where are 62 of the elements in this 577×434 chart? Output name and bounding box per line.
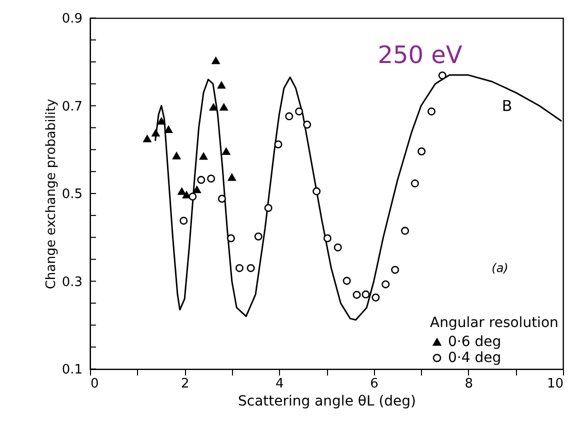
point (152, 129, 160, 137)
point (182, 191, 190, 198)
point (192, 186, 201, 194)
y-tick-label: 0.3 (62, 274, 82, 290)
legend-label: 0·6 deg (448, 334, 502, 350)
point (157, 118, 166, 125)
point (217, 82, 226, 89)
legend-title: Angular resolution (430, 315, 558, 331)
point (178, 188, 186, 195)
point (362, 290, 370, 298)
x-tick-label: 4 (276, 376, 284, 392)
annotation: (a) (492, 261, 508, 275)
point (220, 104, 228, 111)
y-axis-title: Change exchange probability (44, 98, 59, 290)
point (410, 179, 419, 188)
y-tick-label: 0.9 (62, 12, 82, 26)
point (228, 174, 236, 181)
point (342, 276, 351, 285)
point (207, 174, 216, 183)
point (264, 204, 272, 212)
point (143, 135, 152, 142)
x-tick-label: 2 (180, 376, 190, 392)
point (352, 290, 361, 299)
point (418, 147, 426, 156)
point (372, 293, 380, 302)
point (235, 264, 244, 272)
point (218, 194, 226, 203)
x-tick-label: 8 (464, 376, 474, 392)
point (188, 192, 197, 201)
x-axis-title: Scattering angle θL (deg) (238, 394, 416, 410)
point (226, 234, 235, 242)
point (334, 243, 342, 252)
point (285, 112, 294, 120)
point (197, 176, 206, 184)
point (438, 71, 446, 80)
point (200, 152, 208, 160)
legend-label: 0·4 deg (448, 350, 502, 366)
point (401, 226, 410, 235)
y-tick-label: 0.1 (62, 362, 82, 378)
point (382, 280, 390, 288)
point (391, 266, 400, 274)
annotation: B (502, 97, 512, 115)
point (254, 232, 262, 240)
x-tick-label: 10 (546, 376, 564, 392)
point (180, 216, 188, 225)
point (222, 148, 230, 155)
point (303, 120, 312, 129)
annotation: 250 eV (378, 41, 463, 69)
point (246, 264, 255, 272)
point (164, 126, 173, 133)
point (428, 107, 436, 116)
point (323, 234, 332, 242)
point (172, 152, 181, 160)
point (295, 107, 304, 116)
point (212, 57, 220, 64)
y-tick-label: 0.7 (62, 99, 82, 114)
point (209, 104, 218, 111)
x-tick-label: 6 (370, 376, 378, 392)
point (312, 187, 321, 196)
x-tick-label: 0 (90, 376, 99, 392)
point (274, 140, 282, 148)
y-tick-label: 0.5 (62, 187, 82, 202)
